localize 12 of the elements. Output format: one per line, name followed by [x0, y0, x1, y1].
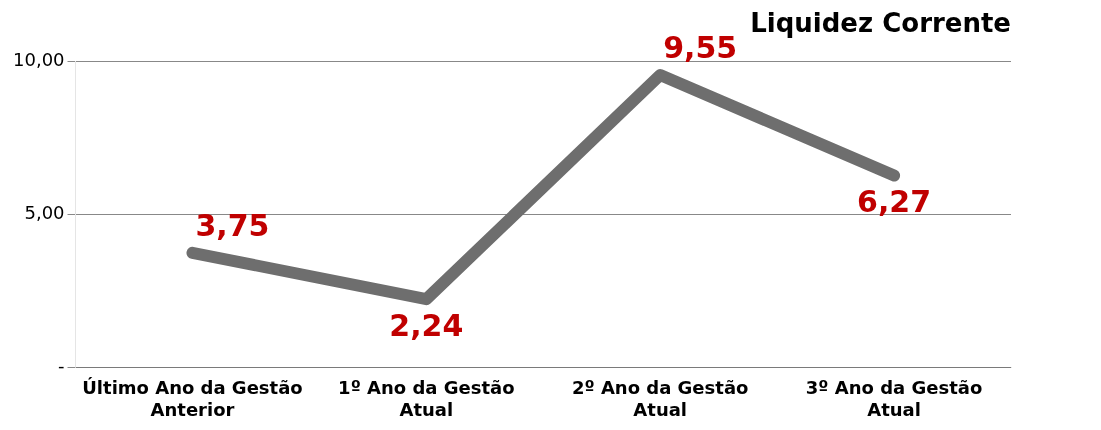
- x-tick-label: Último Ano da Gestão Anterior: [82, 377, 303, 420]
- data-label: 2,24: [389, 307, 464, 343]
- data-label: 6,27: [857, 184, 932, 220]
- y-tick-label: 5,00: [24, 202, 65, 224]
- x-tick-label: 3º Ano da Gestão Atual: [805, 377, 983, 420]
- data-label: 3,75: [195, 207, 270, 243]
- y-tick-label: -: [58, 355, 65, 377]
- x-tick-label: 1º Ano da Gestão Atual: [338, 377, 515, 420]
- y-tick-label: 10,00: [13, 48, 65, 70]
- x-tick-label: 2º Ano da Gestão Atual: [571, 377, 749, 420]
- data-label: 9,55: [663, 29, 738, 65]
- chart-title: Liquidez Corrente: [750, 8, 1011, 39]
